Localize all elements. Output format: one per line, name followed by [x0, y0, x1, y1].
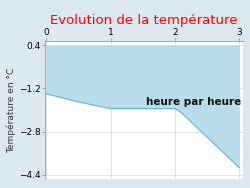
- Text: heure par heure: heure par heure: [146, 96, 241, 107]
- Title: Evolution de la température: Evolution de la température: [50, 14, 238, 27]
- Y-axis label: Température en °C: Température en °C: [7, 67, 16, 153]
